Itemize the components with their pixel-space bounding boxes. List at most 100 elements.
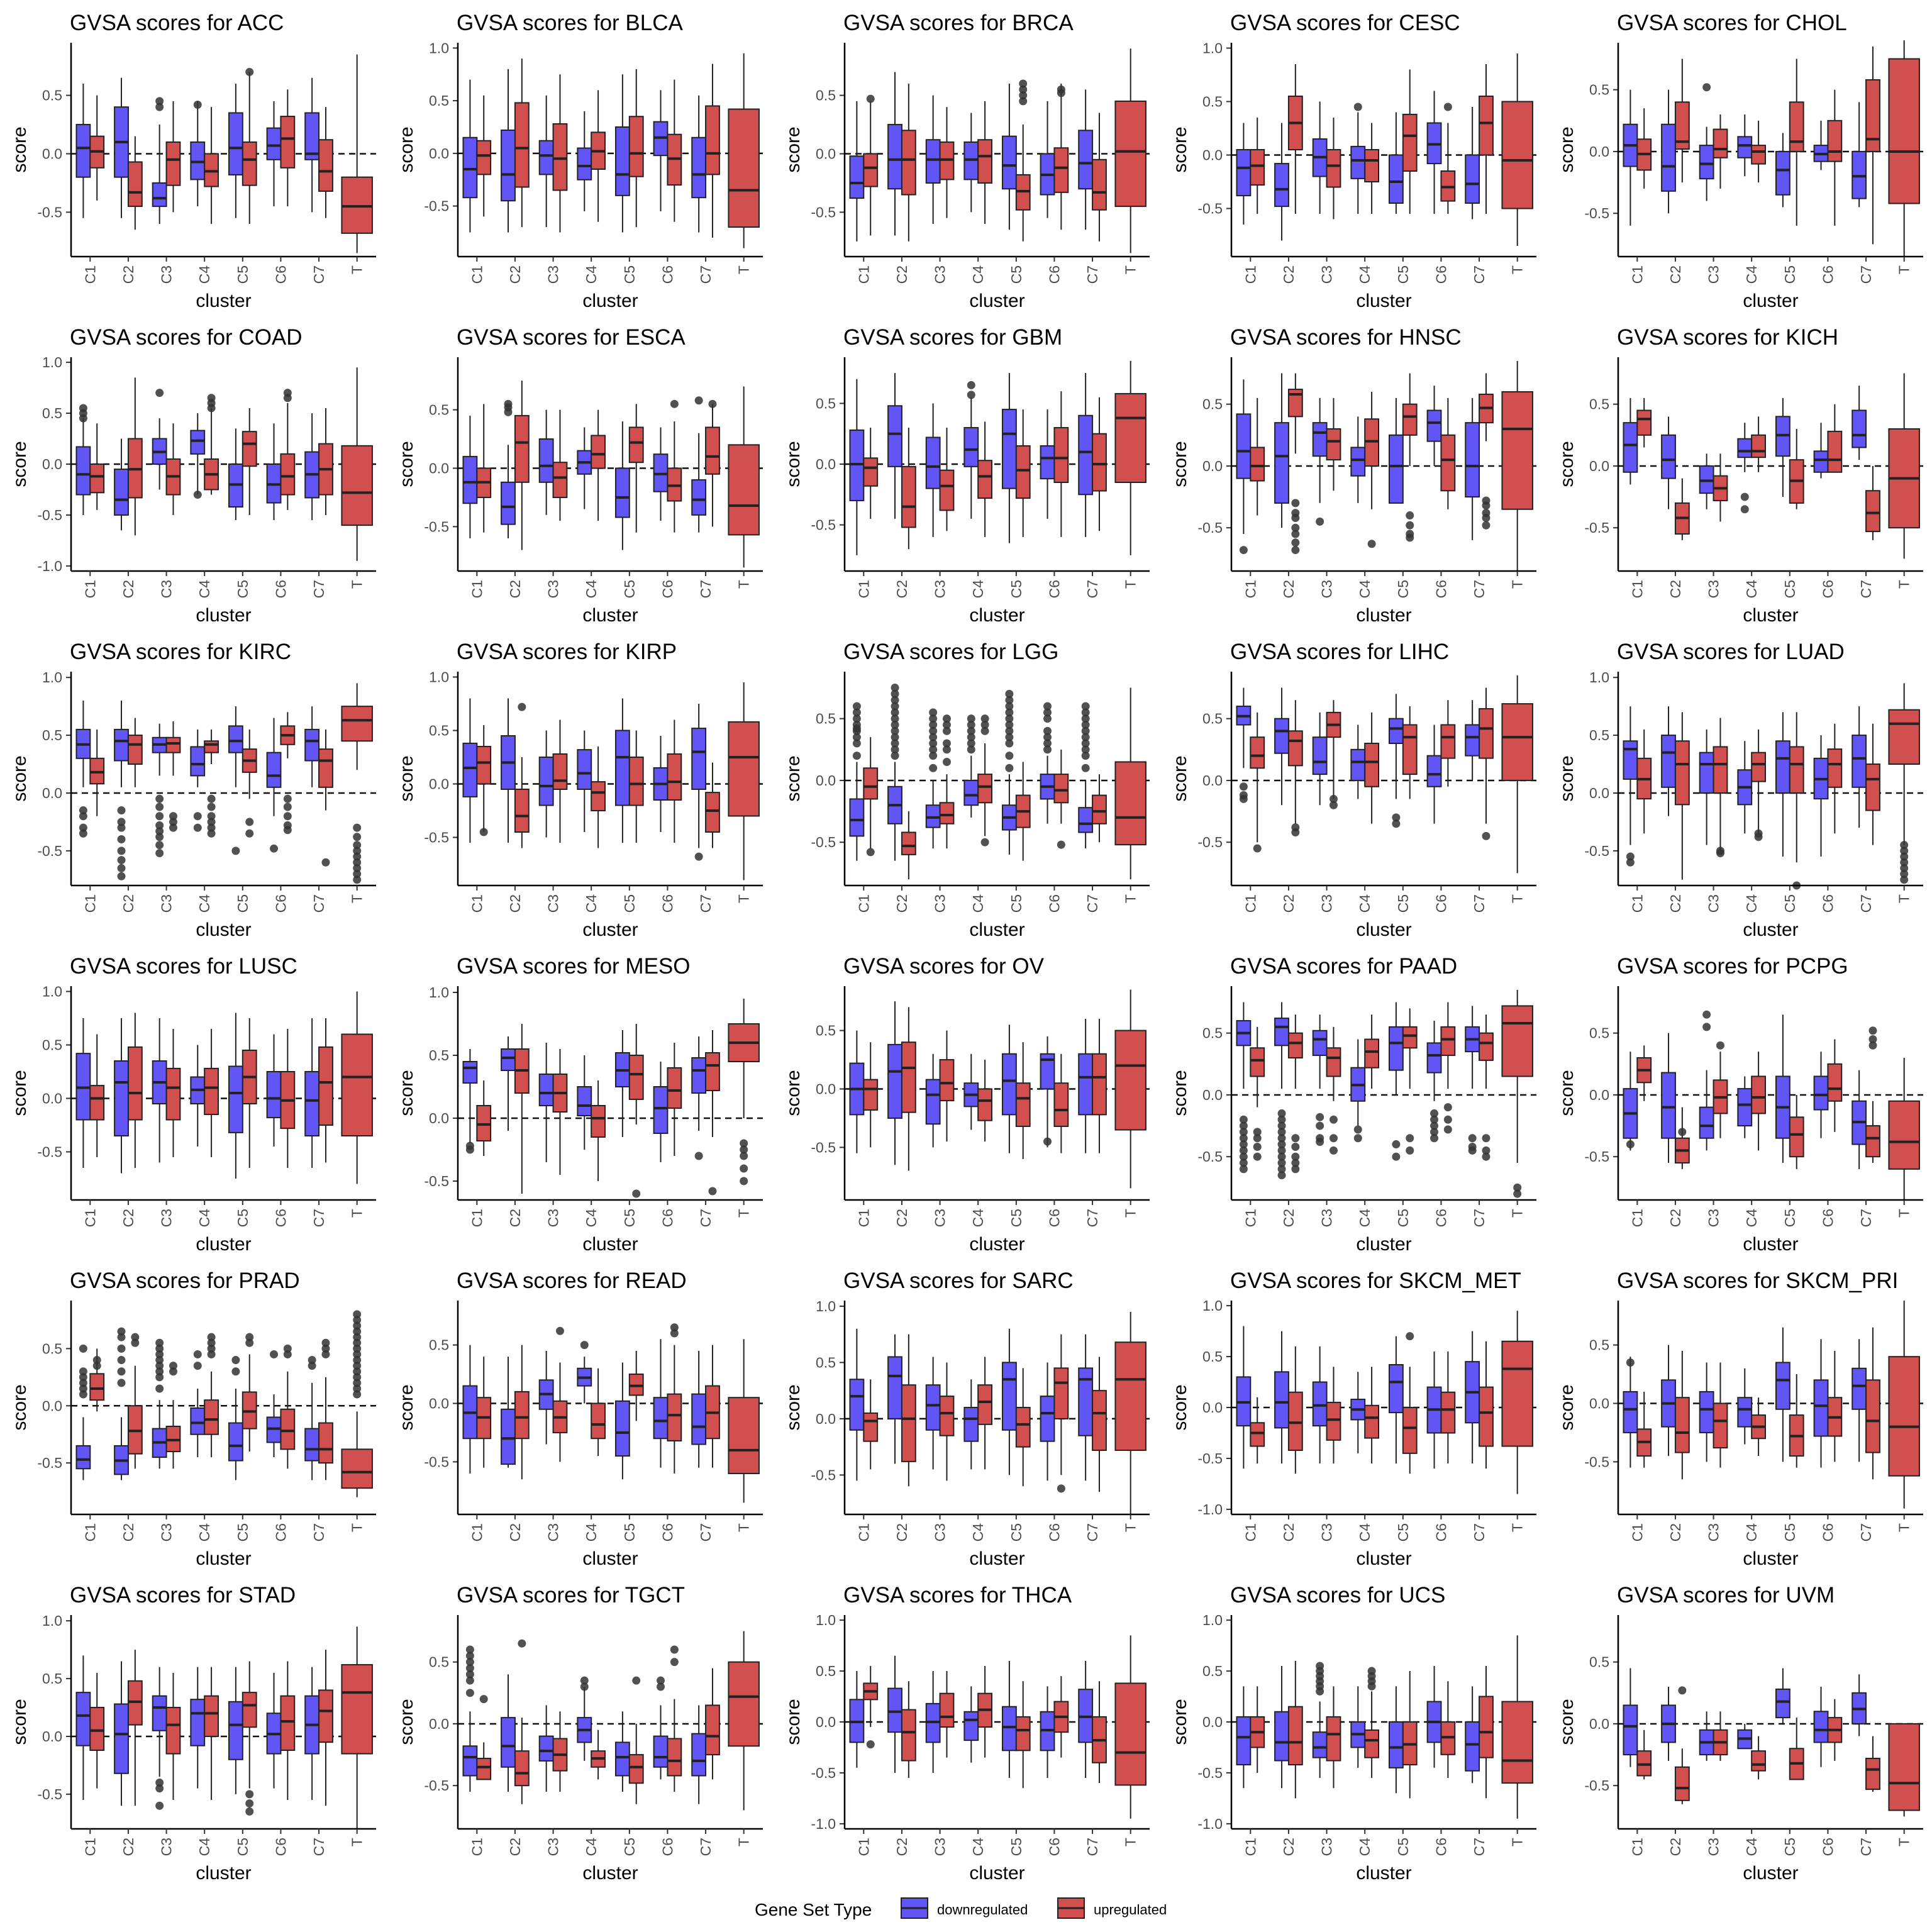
x-tick-label: C4 <box>583 894 599 913</box>
box-upregulated <box>1364 392 1380 548</box>
x-tick-label: C5 <box>1008 1838 1024 1856</box>
x-tick-label: C6 <box>1433 580 1449 598</box>
x-tick-label: C6 <box>1819 1838 1836 1856</box>
x-tick-label: T <box>349 894 365 903</box>
y-tick-label: 0.0 <box>1202 772 1223 789</box>
outlier-point <box>117 1327 126 1336</box>
x-tick-label: C5 <box>621 580 638 598</box>
box-upregulated <box>1015 1681 1031 1789</box>
box-downregulated <box>653 427 669 521</box>
outlier-point <box>708 399 717 408</box>
box-iqr <box>1364 742 1380 787</box>
outlier-point <box>891 752 899 760</box>
box-iqr <box>1053 1082 1069 1127</box>
box-downregulated <box>1426 1021 1442 1143</box>
box-upregulated <box>1326 700 1341 809</box>
legend: Gene Set Type downregulated upregulated <box>755 1897 1167 1919</box>
box-downregulated <box>1775 1327 1790 1462</box>
box-iqr <box>228 112 243 175</box>
y-tick-label: 0.0 <box>816 1080 836 1097</box>
outlier-point <box>657 1676 665 1685</box>
box-iqr <box>114 469 129 516</box>
y-tick-label: 0.0 <box>429 460 449 477</box>
x-tick-label: C7 <box>311 894 327 913</box>
x-tick-label: C1 <box>855 580 872 598</box>
box-upregulated <box>1015 409 1031 537</box>
y-tick-label: 0.0 <box>816 456 836 472</box>
outlier-point <box>891 696 899 704</box>
box-iqr <box>1699 1106 1714 1139</box>
box-downregulated <box>1852 1070 1867 1169</box>
x-tick-label: T <box>349 580 365 589</box>
box-upregulated <box>1827 1039 1843 1132</box>
outlier-point <box>245 818 254 826</box>
box-downregulated <box>1078 1019 1094 1153</box>
box-iqr <box>552 123 568 191</box>
x-tick-label: C2 <box>1280 580 1297 598</box>
outlier-point <box>1353 1134 1362 1143</box>
box-upregulated <box>863 1042 879 1148</box>
outlier-point <box>1626 1358 1635 1367</box>
outlier-point <box>740 1145 748 1154</box>
box-upregulated <box>1053 1676 1069 1758</box>
x-tick-label: C1 <box>1629 1209 1645 1227</box>
x-tick-label: C2 <box>1667 894 1684 913</box>
box-downregulated <box>1465 1006 1480 1155</box>
box-upregulated <box>1713 1362 1728 1468</box>
y-tick-label: 0.5 <box>816 1354 836 1370</box>
box-iqr <box>614 126 630 196</box>
box-iqr <box>939 1059 955 1102</box>
box-iqr <box>1479 1386 1494 1447</box>
box-upregulated <box>628 1676 644 1804</box>
x-tick-label: C5 <box>1395 580 1411 598</box>
box-downregulated <box>1699 1010 1714 1151</box>
box-downregulated <box>1465 1331 1480 1464</box>
x-tick-label: C3 <box>1319 1523 1335 1541</box>
outlier-point <box>891 689 899 698</box>
box-iqr <box>1350 447 1366 477</box>
box-downregulated <box>538 730 554 838</box>
outlier-point <box>1900 858 1909 867</box>
box-iqr <box>1479 96 1494 156</box>
box-iqr <box>849 155 865 199</box>
box-iqr <box>1388 1026 1404 1071</box>
x-tick-label: C7 <box>1471 1523 1487 1541</box>
x-tick-label: C1 <box>1242 1838 1258 1856</box>
x-tick-label: C5 <box>1395 1523 1411 1541</box>
y-tick-label: 0.5 <box>1589 396 1609 413</box>
box-downregulated <box>1078 1660 1094 1779</box>
box-downregulated <box>1465 1686 1480 1784</box>
outlier-point <box>321 858 330 867</box>
x-tick-label: T <box>736 894 752 903</box>
box-upregulated <box>1827 404 1843 473</box>
panel: GVSA scores for COAD-1.0-0.50.00.51.0sco… <box>9 325 376 626</box>
outlier-point <box>1291 530 1300 538</box>
box-upregulated <box>1789 1718 1804 1780</box>
box-upregulated <box>1888 1301 1920 1509</box>
outlier-point <box>866 848 875 857</box>
legend-label-downregulated: downregulated <box>937 1902 1028 1918</box>
x-tick-label: C7 <box>1471 1209 1487 1227</box>
outlier-point <box>1081 733 1090 741</box>
y-tick-label: 0.0 <box>429 1716 449 1732</box>
y-tick-label: -0.5 <box>37 507 62 523</box>
outlier-point <box>942 726 951 735</box>
box-downregulated <box>925 708 941 849</box>
box-iqr <box>691 136 707 199</box>
box-downregulated <box>849 379 865 555</box>
x-tick-label: C4 <box>970 1209 986 1228</box>
box-iqr <box>304 1428 320 1462</box>
box-iqr <box>1053 147 1069 193</box>
box-downregulated <box>1623 1052 1638 1151</box>
box-iqr <box>1250 1422 1265 1447</box>
x-tick-label: C2 <box>894 580 910 598</box>
box-downregulated <box>577 730 592 832</box>
outlier-point <box>79 414 87 423</box>
x-tick-label: T <box>1896 580 1913 589</box>
box-iqr <box>538 438 554 483</box>
outlier-point <box>891 733 899 741</box>
box-upregulated <box>667 399 682 533</box>
outlier-point <box>967 739 975 748</box>
box-upregulated <box>242 67 257 224</box>
